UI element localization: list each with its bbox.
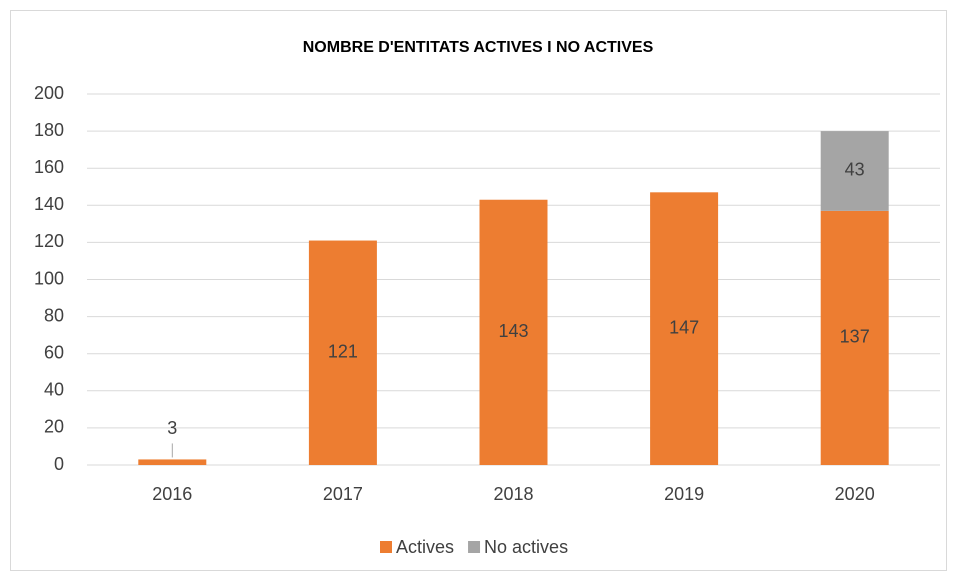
chart-frame (10, 10, 947, 571)
bar-segment (820, 131, 889, 211)
legend-label: No actives (484, 537, 568, 557)
data-label: 147 (669, 317, 699, 337)
x-tick-label: 2016 (152, 484, 192, 504)
data-label: 3 (167, 418, 177, 438)
bar-segment (308, 240, 377, 465)
x-tick-label: 2020 (835, 484, 875, 504)
x-tick-label: 2018 (493, 484, 533, 504)
y-tick-label: 0 (54, 454, 64, 474)
data-label: 143 (498, 321, 528, 341)
bar-segment (138, 459, 207, 465)
bar-segment (820, 210, 889, 465)
legend-swatch (380, 541, 392, 553)
y-tick-label: 40 (44, 380, 64, 400)
data-label: 43 (845, 160, 865, 180)
data-label: 137 (840, 327, 870, 347)
chart-title: NOMBRE D'ENTITATS ACTIVES I NO ACTIVES (303, 39, 654, 56)
y-tick-label: 80 (44, 305, 64, 325)
bar-segment (650, 192, 719, 465)
legend-swatch (468, 541, 481, 553)
legend-label: Actives (396, 537, 454, 557)
bar-segment (479, 199, 548, 466)
y-tick-label: 20 (44, 417, 64, 437)
y-tick-label: 140 (34, 194, 64, 214)
y-tick-label: 100 (34, 268, 64, 288)
y-tick-label: 200 (34, 83, 64, 103)
y-tick-label: 120 (34, 231, 64, 251)
y-tick-label: 180 (34, 120, 64, 140)
y-tick-label: 60 (44, 342, 64, 362)
y-tick-label: 160 (34, 157, 64, 177)
x-tick-label: 2019 (664, 484, 704, 504)
x-tick-label: 2017 (323, 484, 363, 504)
data-label: 121 (328, 342, 358, 362)
